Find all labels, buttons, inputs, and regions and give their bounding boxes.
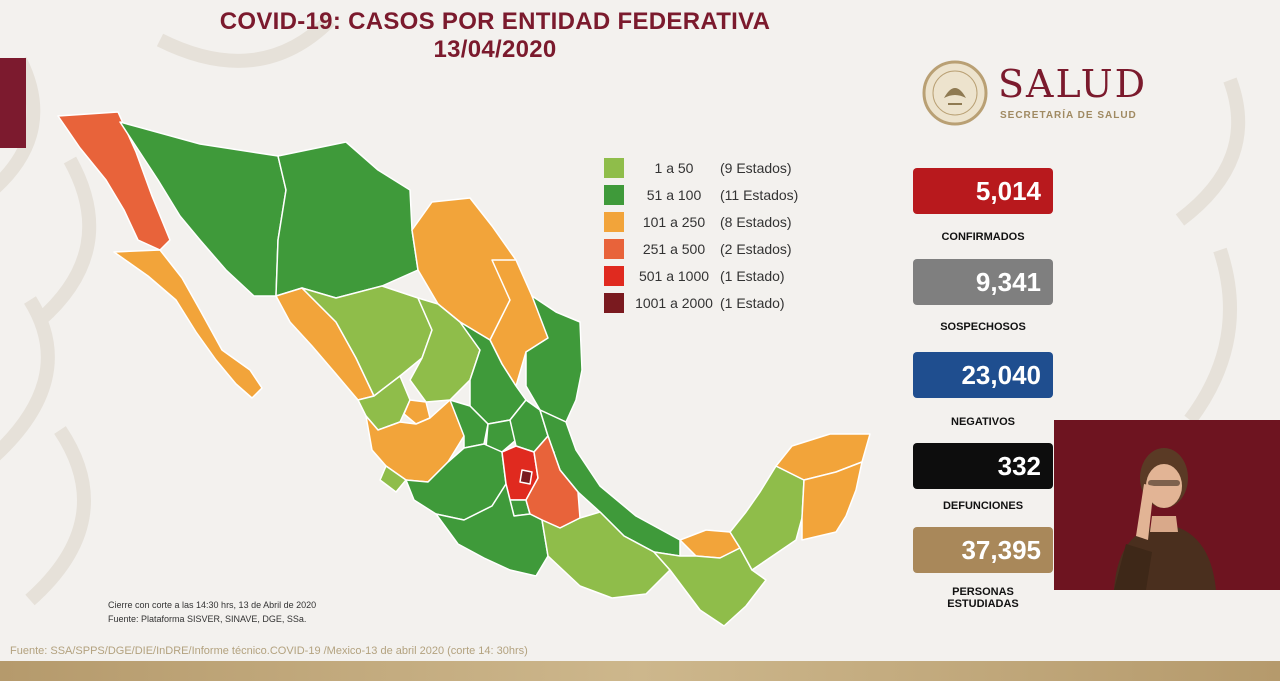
map-legend: 1 a 50 (9 Estados) 51 a 100 (11 Estados) 101… [604,154,798,316]
suspected-box: 9,341 [913,259,1053,305]
legend-item: 251 a 500 (2 Estados) [604,235,798,262]
state-guerrero [435,483,549,577]
legend-swatch [604,157,624,178]
legend-count: (11 Estados) [720,186,799,203]
legend-swatch [604,292,624,313]
legend-count: (2 Estados) [720,240,792,257]
legend-count: (8 Estados) [720,213,792,230]
deaths-box: 332 [913,443,1053,489]
studied-value: 37,395 [961,535,1041,565]
state-baja-california-sur [113,249,263,399]
legend-item: 1 a 50 (9 Estados) [604,154,798,181]
legend-item: 1001 a 2000 (1 Estado) [604,289,798,316]
confirmed-label: CONFIRMADOS [941,231,1025,243]
state-chihuahua [275,141,419,299]
negative-value: 23,040 [961,360,1041,390]
legend-count: (1 Estado) [720,267,785,284]
state-sonora [119,121,287,297]
legend-item: 501 a 1000 (1 Estado) [604,262,798,289]
studied-label-line-2: ESTUDIADAS [947,598,1019,610]
salud-logo: SALUD SECRETARÍA DE SALUD [922,60,1172,130]
page-title: COVID-19: CASOS POR ENTIDAD FEDERATIVA 1… [130,8,860,64]
negative-box: 23,040 [913,352,1053,398]
legend-range: 251 a 500 [642,240,706,257]
source-footer: Fuente: SSA/SPPS/DGE/DIE/InDRE/Informe t… [10,645,528,657]
legend-item: 51 a 100 (11 Estados) [604,181,798,208]
logo-subtitle: SECRETARÍA DE SALUD [1000,110,1137,121]
side-accent-bar [0,58,26,148]
sign-language-interpreter-video [1054,420,1280,590]
legend-swatch [604,184,624,205]
studied-label-line-1: PERSONAS [952,586,1014,598]
note-line-1: Cierre con corte a las 14:30 hrs, 13 de … [108,600,317,610]
suspected-label: SOSPECHOSOS [940,321,1026,333]
data-cutoff-note: Cierre con corte a las 14:30 hrs, 13 de … [108,598,316,626]
confirmed-box: 5,014 [913,168,1053,214]
legend-swatch [604,265,624,286]
legend-swatch [604,238,624,259]
logo-name: SALUD [998,62,1148,106]
mexico-map [57,111,871,627]
legend-range: 1 a 50 [654,159,694,176]
legend-item: 101 a 250 (8 Estados) [604,208,798,235]
confirmed-value: 5,014 [975,176,1041,206]
state-quintana-roo [801,461,863,541]
legend-count: (9 Estados) [720,159,792,176]
legend-range: 51 a 100 [646,186,702,203]
title-line-1: COVID-19: CASOS POR ENTIDAD FEDERATIVA [219,8,771,35]
legend-count: (1 Estado) [720,294,785,311]
bottom-gold-bar [0,661,1280,681]
legend-range: 501 a 1000 [638,267,710,284]
legend-range: 101 a 250 [642,213,706,230]
title-line-2: 13/04/2020 [433,36,557,63]
state-chiapas [653,547,767,627]
negative-label: NEGATIVOS [951,416,1015,428]
legend-swatch [604,211,624,232]
interpreter-figure [1054,420,1280,590]
studied-box: 37,395 [913,527,1053,573]
coat-of-arms-seal [922,60,988,126]
note-line-2: Fuente: Plataforma SISVER, SINAVE, DGE, … [108,614,307,624]
state-colima [379,465,407,493]
deaths-label: DEFUNCIONES [942,500,1024,512]
legend-range: 1001 a 2000 [635,294,713,311]
deaths-value: 332 [997,451,1041,481]
state-queretaro [485,419,517,453]
state-ciudad-de-mexico [519,469,533,485]
suspected-value: 9,341 [975,267,1041,297]
studied-label: PERSONAS ESTUDIADAS [913,586,1053,610]
